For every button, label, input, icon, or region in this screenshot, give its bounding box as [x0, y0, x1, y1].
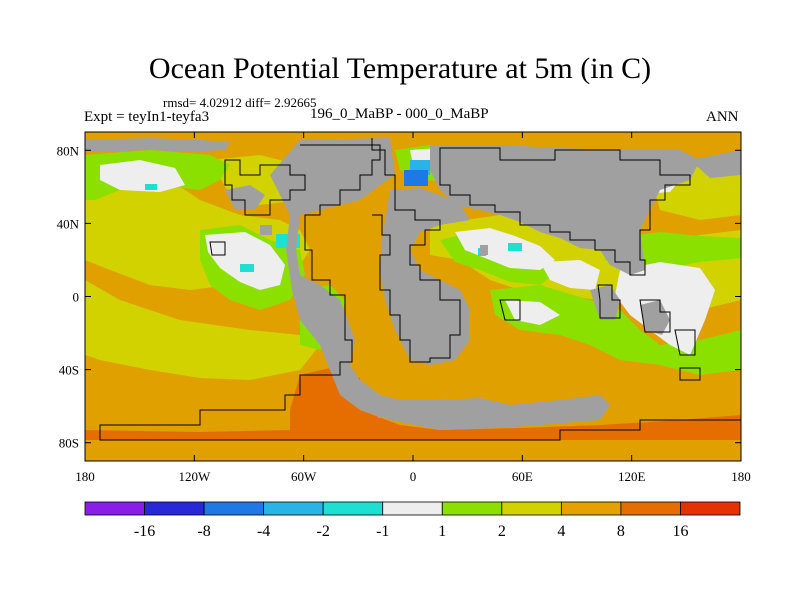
land-patch — [378, 408, 388, 418]
lat-tick-label: 40S — [59, 363, 79, 378]
colorbar-box — [84, 501, 145, 516]
colorbar-box — [382, 501, 443, 516]
colorbar-label: -1 — [376, 523, 389, 540]
lat-tick-label: 40N — [57, 216, 80, 231]
map-axes: 180 120W 60W 0 60E 120E 180 80N 40N 0 40S 80S — [57, 132, 751, 484]
colorbar-box — [322, 501, 384, 516]
field-patch — [508, 243, 522, 251]
plot-title: Ocean Potential Temperature at 5m (in C) — [148, 52, 652, 85]
lat-tick-label: 80N — [57, 143, 80, 158]
land-patch — [380, 188, 470, 365]
lat-tick-label: 0 — [73, 290, 80, 305]
colorbar-boxes — [84, 501, 741, 516]
field-patch — [85, 280, 320, 380]
colorbar-box — [560, 501, 622, 516]
colorbar-box — [144, 501, 205, 516]
field-patch — [455, 228, 555, 270]
lon-tick-label: 180 — [75, 469, 95, 484]
land-patch — [85, 138, 230, 152]
land-patch — [430, 145, 700, 275]
colorbar-box — [441, 501, 503, 516]
colorbar-label: 16 — [672, 523, 688, 540]
field-patch — [505, 300, 560, 325]
colorbar-box — [263, 501, 324, 516]
field-patch — [404, 170, 428, 186]
experiment-label: Expt = teyIn1-teyfa3 — [84, 109, 210, 125]
land-patch — [225, 185, 265, 210]
land-patch — [690, 150, 741, 178]
colorbar-label: 8 — [617, 523, 625, 540]
comparison-label: 196_0_MaBP - 000_0_MaBP — [310, 106, 489, 122]
lon-tick-label: 120W — [178, 469, 211, 484]
colorbar-label: -2 — [317, 523, 330, 540]
colorbar-labels: -16 -8 -4 -2 -1 1 2 4 8 16 — [134, 523, 689, 540]
colorbar-label: 1 — [438, 523, 446, 540]
map-field — [85, 132, 741, 461]
colorbar-label: 4 — [557, 523, 565, 540]
land-patch — [480, 245, 488, 255]
field-patch — [540, 260, 600, 290]
lon-tick-label: 120E — [618, 469, 646, 484]
land-patch — [640, 300, 670, 335]
field-patch — [85, 368, 741, 440]
lat-tick-label: 80S — [59, 436, 79, 451]
colorbar-box — [680, 501, 741, 516]
lon-tick-label: 60W — [291, 469, 317, 484]
field-patch — [240, 264, 254, 272]
field-patch — [615, 262, 715, 355]
colorbar-box — [501, 501, 562, 516]
land-patch — [260, 225, 272, 235]
stats-label: rmsd= 4.02912 diff= 2.92665 — [163, 95, 317, 110]
field-patch — [145, 184, 157, 190]
colorbar-label: -4 — [257, 523, 270, 540]
colorbar-box — [203, 501, 265, 516]
lon-tick-label: 180 — [731, 469, 751, 484]
field-patch — [100, 160, 185, 192]
colorbar-box — [620, 501, 681, 516]
lon-tick-label: 0 — [410, 469, 417, 484]
land-patch — [270, 138, 610, 430]
season-label: ANN — [706, 109, 739, 125]
coastlines — [99, 138, 741, 441]
colorbar-label: -16 — [134, 523, 155, 540]
field-patch — [490, 285, 741, 375]
colorbar-label: -8 — [197, 523, 210, 540]
land — [85, 138, 741, 430]
colorbar-label: 2 — [498, 523, 506, 540]
lon-tick-label: 60E — [512, 469, 533, 484]
